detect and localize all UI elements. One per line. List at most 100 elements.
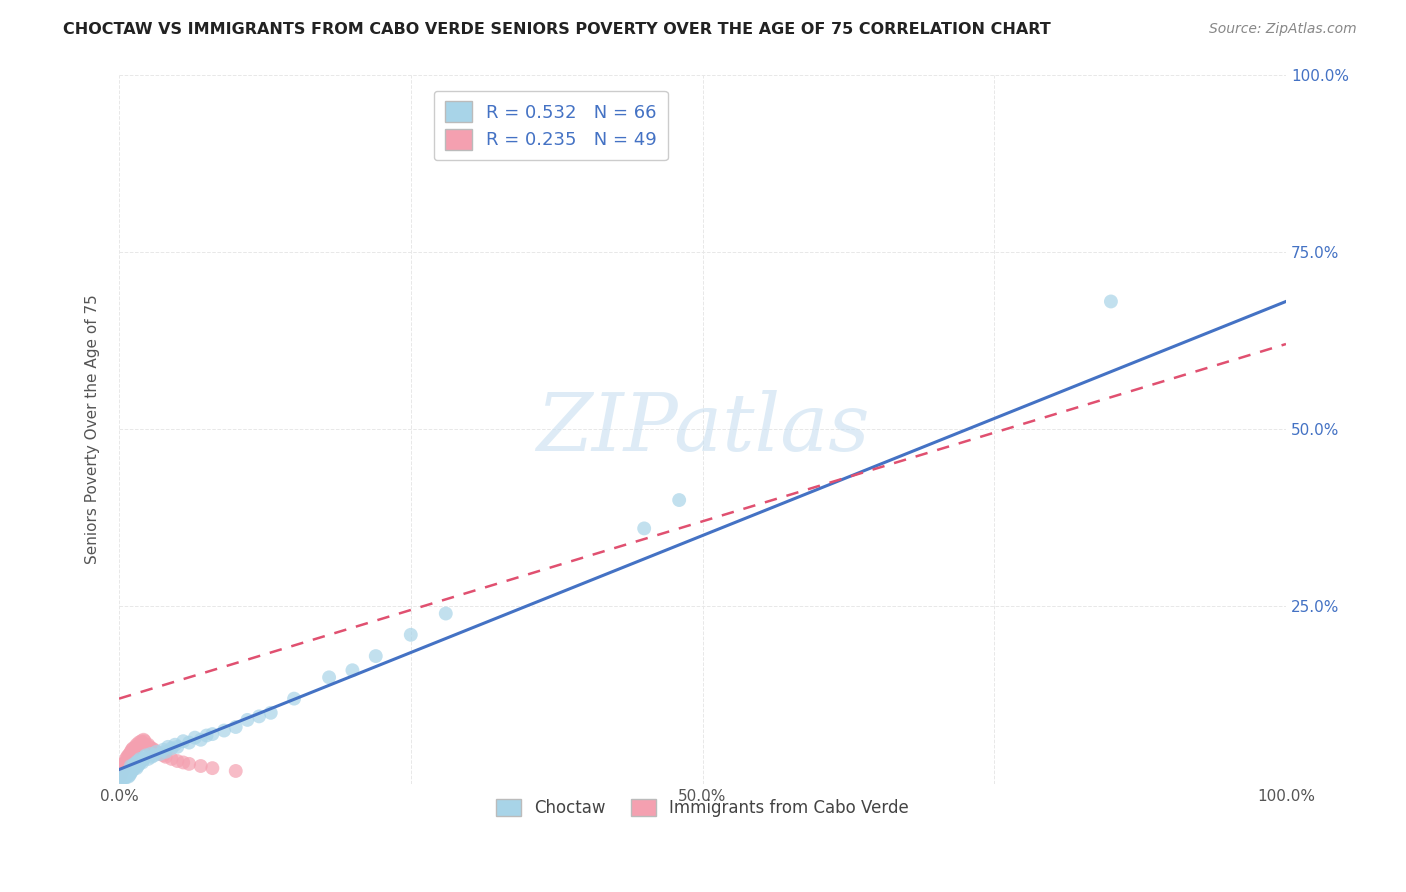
Point — [160, 752, 183, 766]
Point — [125, 738, 148, 752]
Point — [118, 764, 141, 778]
Point — [118, 768, 141, 782]
Point — [125, 761, 148, 775]
Point — [247, 709, 270, 723]
Point — [120, 748, 142, 763]
Point — [120, 759, 142, 773]
Point — [152, 742, 174, 756]
Point — [166, 739, 188, 754]
Point — [136, 738, 159, 752]
Point — [141, 749, 163, 764]
Point — [114, 771, 136, 785]
Point — [112, 756, 135, 771]
Point — [184, 731, 207, 745]
Point — [117, 766, 139, 780]
Point — [172, 734, 194, 748]
Point — [166, 754, 188, 768]
Point — [190, 732, 212, 747]
Point — [125, 756, 148, 770]
Point — [114, 756, 136, 770]
Point — [190, 759, 212, 773]
Point — [112, 761, 135, 775]
Point — [117, 748, 139, 763]
Point — [118, 749, 141, 764]
Point — [136, 752, 159, 766]
Point — [145, 745, 167, 759]
Point — [118, 747, 141, 761]
Point — [121, 764, 143, 778]
Point — [132, 752, 155, 766]
Point — [117, 770, 139, 784]
Point — [160, 741, 183, 756]
Point — [110, 770, 132, 784]
Point — [122, 745, 145, 759]
Point — [201, 727, 224, 741]
Point — [122, 761, 145, 775]
Point — [129, 752, 152, 766]
Point — [114, 759, 136, 773]
Point — [141, 741, 163, 756]
Point — [127, 739, 149, 754]
Point — [155, 745, 177, 759]
Point — [139, 747, 162, 761]
Point — [177, 756, 200, 771]
Point — [131, 756, 153, 770]
Point — [434, 607, 457, 621]
Point — [129, 738, 152, 752]
Y-axis label: Seniors Poverty Over the Age of 75: Seniors Poverty Over the Age of 75 — [86, 294, 100, 564]
Point — [283, 691, 305, 706]
Point — [111, 764, 134, 778]
Point — [145, 745, 167, 759]
Point — [138, 739, 160, 754]
Point — [124, 759, 146, 773]
Point — [212, 723, 235, 738]
Point — [122, 759, 145, 773]
Point — [129, 754, 152, 768]
Text: ZIPatlas: ZIPatlas — [536, 391, 869, 468]
Point — [122, 756, 145, 771]
Point — [135, 748, 157, 763]
Legend: Choctaw, Immigrants from Cabo Verde: Choctaw, Immigrants from Cabo Verde — [488, 790, 917, 825]
Point — [127, 754, 149, 768]
Point — [155, 749, 177, 764]
Point — [195, 729, 218, 743]
Point — [115, 770, 138, 784]
Point — [115, 756, 138, 771]
Point — [115, 766, 138, 780]
Point — [110, 773, 132, 788]
Point — [115, 749, 138, 764]
Point — [165, 738, 187, 752]
Point — [149, 747, 172, 761]
Point — [114, 768, 136, 782]
Point — [112, 770, 135, 784]
Point — [143, 742, 166, 756]
Point — [121, 747, 143, 761]
Point — [125, 741, 148, 756]
Point — [134, 749, 156, 764]
Point — [129, 734, 152, 748]
Point — [143, 748, 166, 763]
Point — [120, 745, 142, 759]
Point — [1099, 294, 1122, 309]
Point — [120, 766, 142, 780]
Point — [110, 763, 132, 777]
Point — [115, 752, 138, 766]
Text: CHOCTAW VS IMMIGRANTS FROM CABO VERDE SENIORS POVERTY OVER THE AGE OF 75 CORRELA: CHOCTAW VS IMMIGRANTS FROM CABO VERDE SE… — [63, 22, 1052, 37]
Point — [121, 761, 143, 775]
Point — [110, 766, 132, 780]
Point — [134, 734, 156, 748]
Point — [399, 628, 422, 642]
Point — [122, 741, 145, 756]
Point — [122, 763, 145, 777]
Point — [124, 739, 146, 754]
Point — [152, 748, 174, 763]
Point — [127, 759, 149, 773]
Point — [157, 739, 180, 754]
Point — [121, 742, 143, 756]
Point — [115, 768, 138, 782]
Point — [225, 764, 247, 778]
Point — [149, 747, 172, 761]
Point — [122, 742, 145, 756]
Point — [364, 649, 387, 664]
Point — [115, 754, 138, 768]
